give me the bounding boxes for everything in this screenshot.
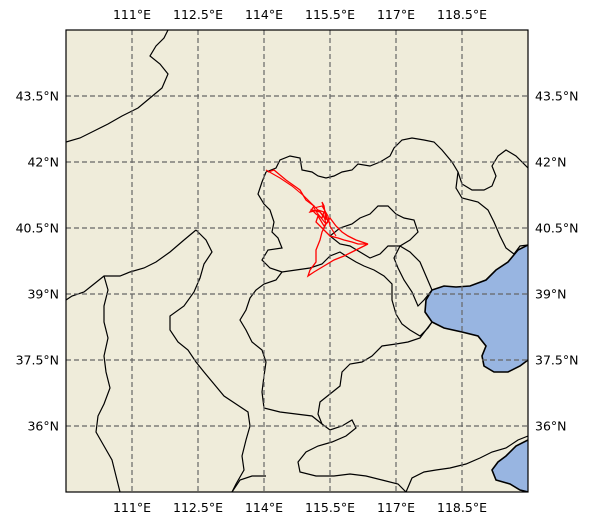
shanxi-west-border [66,229,197,301]
gridlines [66,30,528,492]
lon-tick-label-top: 111°E [113,7,151,22]
lat-tick-label-left: 40.5°N [16,221,59,236]
coastline-south [491,439,528,492]
lat-tick-label-right: 42°N [535,155,567,170]
beijing-border [329,205,419,259]
lon-tick-label-top: 114°E [245,7,283,22]
yellow-sea [492,440,528,492]
track-path [267,169,369,278]
bohai-sea [425,245,528,372]
coastline [424,244,528,373]
lon-tick-label-bottom: 115.5°E [305,500,355,515]
lat-tick-label-left: 42°N [27,155,59,170]
lat-tick-label-left: 37.5°N [16,353,59,368]
lon-tick-label-top: 115.5°E [305,7,355,22]
lon-tick-label-bottom: 118.5°E [437,500,487,515]
lat-tick-label-left: 43.5°N [16,89,59,104]
inner-mongolia-border [265,137,528,191]
track-path-secondary [265,169,337,237]
lon-tick-label-bottom: 117°E [377,500,415,515]
lon-tick-label-top: 117°E [377,7,415,22]
shandong-border [405,435,528,492]
map-frame [65,29,529,493]
lon-tick-label-top: 112.5°E [173,7,223,22]
lat-tick-label-left: 39°N [27,287,59,302]
henan-border [317,321,433,425]
tick-labels: 111°E 111°E 112.5°E 112.5°E 114°E 114°E 115.5°… [16,7,579,515]
lon-tick-label-bottom: 111°E [113,500,151,515]
lat-tick-label-right: 36°N [535,419,567,434]
lat-tick-label-right: 40.5°N [535,221,578,236]
tianjin-border [393,245,433,308]
lat-tick-label-right: 37.5°N [535,353,578,368]
lon-tick-label-top: 118.5°E [437,7,487,22]
lat-tick-label-left: 36°N [27,419,59,434]
map-layers [66,30,528,492]
small-enclosure-border [231,475,266,492]
mongolia-border [66,30,169,143]
shanxi-inner-border [169,229,251,492]
lon-tick-label-bottom: 112.5°E [173,500,223,515]
land-background [66,30,528,492]
shanxi-southwest-border [95,275,121,492]
lat-tick-label-right: 43.5°N [535,89,578,104]
lon-tick-label-bottom: 114°E [245,500,283,515]
lat-tick-label-right: 39°N [535,287,567,302]
